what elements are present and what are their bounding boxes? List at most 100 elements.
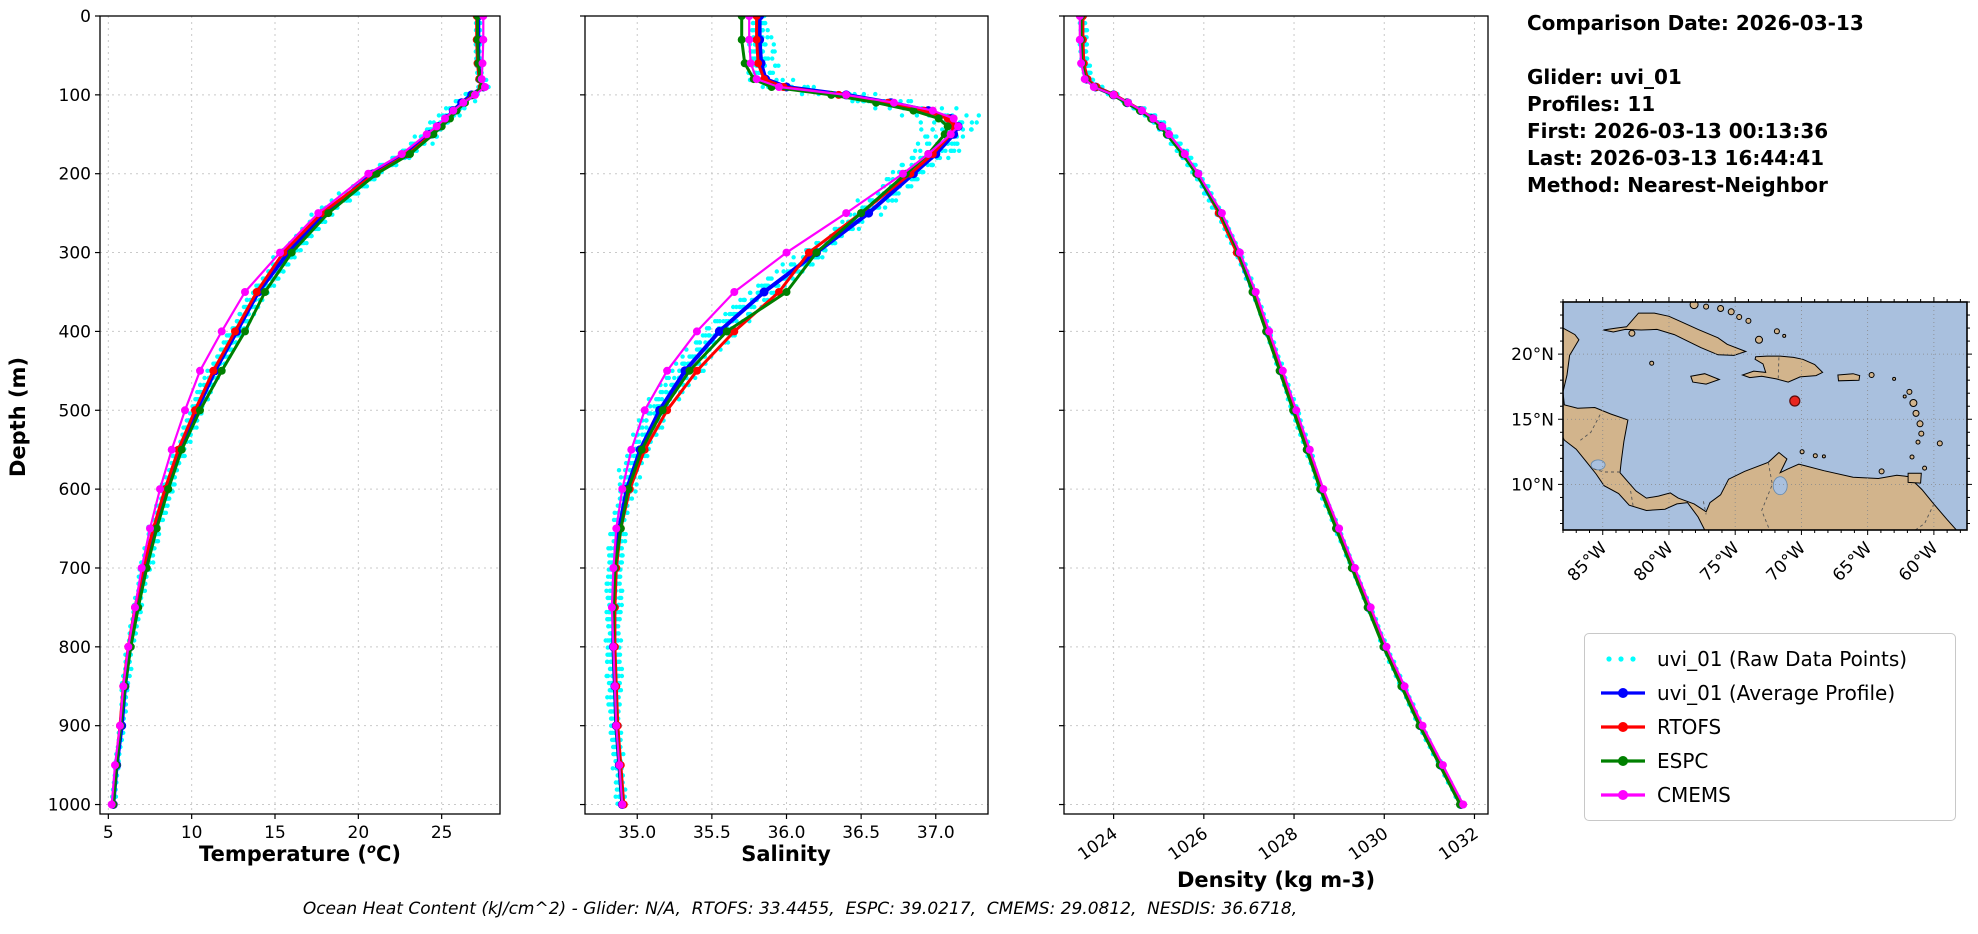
svg-text:400: 400	[59, 322, 91, 342]
svg-text:600: 600	[59, 480, 91, 500]
legend-line-marker	[1601, 722, 1645, 732]
map-island	[1878, 468, 1885, 475]
glider-location-marker	[1789, 395, 1801, 407]
svg-text:0: 0	[80, 7, 91, 27]
legend-item-label: uvi_01 (Average Profile)	[1657, 681, 1896, 705]
map-island	[1916, 420, 1924, 428]
map-island	[1922, 465, 1928, 471]
svg-text:1000: 1000	[48, 796, 91, 816]
map-island	[1703, 303, 1710, 310]
map-lon-tick-label: 85°W	[1564, 538, 1611, 585]
map-island	[1936, 440, 1943, 447]
svg-text:36.5: 36.5	[842, 823, 880, 843]
map-lat-tick-label: 20°N	[1511, 345, 1554, 365]
svg-text:1026: 1026	[1165, 824, 1212, 865]
map-landmass	[1907, 472, 1922, 484]
info-panel-spacer	[1527, 37, 1864, 64]
map-island	[1812, 453, 1818, 459]
temperature-axis-label-sup: o	[367, 842, 376, 857]
glider-name-text: Glider: uvi_01	[1527, 65, 1682, 89]
map-lon-tick-label: 75°W	[1696, 538, 1743, 585]
legend-item: CMEMS	[1599, 782, 1941, 808]
map-lon-tick-label: 60°W	[1895, 538, 1942, 585]
series-cmems	[107, 16, 489, 809]
map-island	[1755, 335, 1763, 344]
legend-line-marker	[1601, 790, 1645, 800]
legend-item: ESPC	[1599, 748, 1941, 774]
map-island	[1868, 372, 1875, 378]
temperature-axis-label-prefix: Temperature (	[199, 842, 368, 866]
legend-item-label: ESPC	[1657, 749, 1709, 773]
map-island	[1892, 376, 1897, 381]
map-island	[1902, 394, 1907, 399]
svg-text:1030: 1030	[1345, 824, 1392, 865]
map-island	[1915, 439, 1921, 445]
map-island	[1727, 308, 1735, 316]
svg-text:300: 300	[59, 244, 91, 264]
map-island	[1906, 388, 1913, 395]
salinity-axis-label: Salinity	[741, 842, 831, 866]
svg-text:25: 25	[431, 823, 453, 843]
legend-item: uvi_01 (Average Profile)	[1599, 680, 1941, 706]
density-axis-label: Density (kg m-3)	[1176, 868, 1376, 892]
svg-text:36.0: 36.0	[768, 823, 806, 843]
legend-item-label: RTOFS	[1657, 715, 1722, 739]
map-island	[1773, 328, 1780, 335]
legend-dots-marker	[1606, 656, 1636, 662]
map-island	[1649, 360, 1655, 366]
svg-text:35.0: 35.0	[618, 823, 656, 843]
map-lon-tick-label: 65°W	[1829, 538, 1876, 585]
map-island	[1782, 333, 1787, 338]
series-espc	[609, 16, 952, 809]
map-lon-tick-label: 80°W	[1630, 538, 1677, 585]
ocean-heat-content-footer: Ocean Heat Content (kJ/cm^2) - Glider: N…	[302, 899, 1298, 919]
legend-line-marker	[1601, 688, 1645, 698]
legend-item: uvi_01 (Raw Data Points)	[1599, 646, 1941, 672]
map-landmass	[1603, 312, 1748, 356]
svg-text:900: 900	[59, 717, 91, 737]
svg-text:5: 5	[103, 823, 114, 843]
svg-text:20: 20	[348, 823, 370, 843]
first-profile-time-text: First: 2026-03-13 00:13:36	[1527, 119, 1829, 143]
depth-axis-label: Depth (m)	[6, 356, 30, 478]
map-landmass	[1563, 327, 1958, 530]
svg-text:500: 500	[59, 401, 91, 421]
plot-temperature: 5 10 15 20 25 0 100 200 300 400 500 600 700 800 900 100…	[48, 7, 501, 843]
info-panel: Comparison Date: 2026-03-13 Glider: uvi_…	[1527, 10, 1864, 199]
series-cmems	[607, 16, 963, 809]
legend-line-marker	[1601, 756, 1645, 766]
method-text: Method: Nearest-Neighbor	[1527, 173, 1828, 197]
series-cmems	[1075, 16, 1468, 809]
legend-item-label: CMEMS	[1657, 783, 1731, 807]
svg-text:37.0: 37.0	[917, 823, 955, 843]
svg-text:700: 700	[59, 559, 91, 579]
legend-item: RTOFS	[1599, 714, 1941, 740]
map-landmass	[1740, 355, 1824, 383]
map-lake	[1590, 459, 1606, 471]
svg-text:1028: 1028	[1255, 824, 1302, 865]
map-landmass	[1690, 373, 1721, 385]
svg-text:100: 100	[59, 86, 91, 106]
map-island	[1745, 317, 1752, 324]
map-lake	[1772, 476, 1788, 496]
map-lat-tick-label: 10°N	[1511, 475, 1554, 495]
map-lat-tick-label: 15°N	[1511, 410, 1554, 430]
map-island	[1628, 329, 1636, 337]
map-island	[1689, 302, 1699, 310]
temperature-axis-label-suffix: C)	[375, 842, 401, 866]
svg-text:1024: 1024	[1075, 824, 1122, 865]
svg-text:10: 10	[181, 823, 203, 843]
map-island	[1736, 314, 1743, 320]
svg-text:35.5: 35.5	[693, 823, 731, 843]
temperature-axis-label: Temperature (oC)	[199, 842, 401, 866]
comparison-date-text: Comparison Date: 2026-03-13	[1527, 11, 1864, 35]
map-island	[1821, 454, 1826, 459]
profiles-count-text: Profiles: 11	[1527, 92, 1656, 116]
svg-text:15: 15	[264, 823, 286, 843]
plot-density: 1024 1026 1028 1030 1032	[1059, 15, 1489, 865]
map-island	[1918, 430, 1925, 437]
map-island	[1799, 449, 1805, 455]
map-landmass	[1837, 373, 1861, 382]
legend-item-label: uvi_01 (Raw Data Points)	[1657, 647, 1908, 671]
